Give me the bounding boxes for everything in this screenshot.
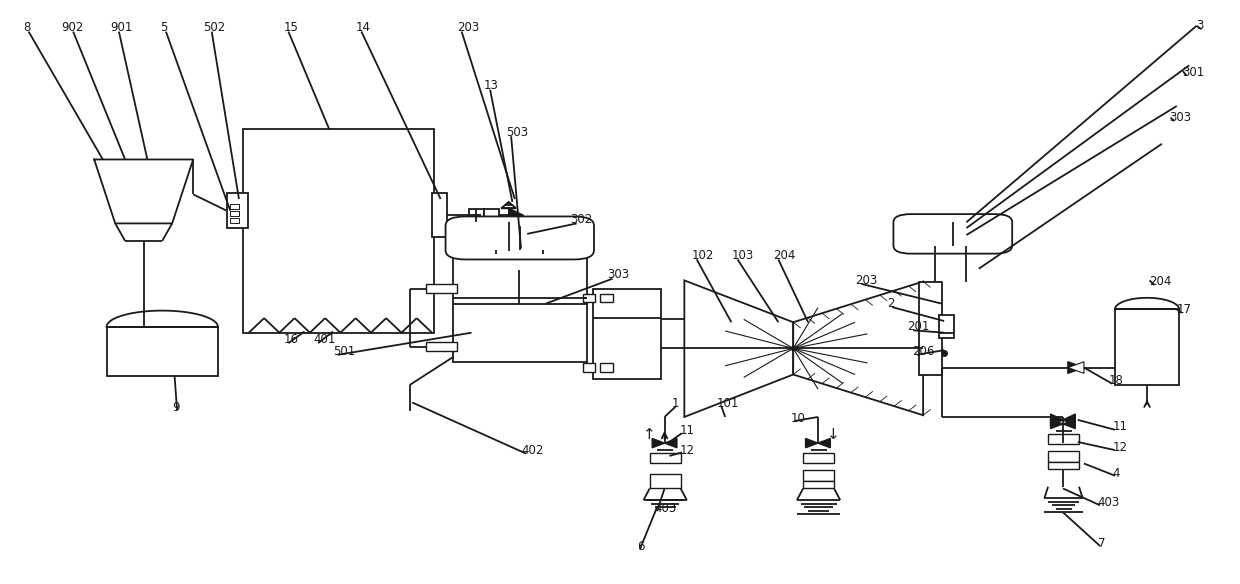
Bar	[231, 211, 239, 217]
Text: 303: 303	[608, 268, 630, 281]
Text: 11: 11	[1112, 420, 1127, 433]
Text: 6: 6	[637, 540, 645, 553]
Bar	[583, 294, 595, 303]
Bar	[425, 342, 456, 352]
Bar	[453, 254, 587, 361]
Text: 403: 403	[655, 502, 677, 515]
Text: 12: 12	[1112, 442, 1127, 454]
Polygon shape	[794, 281, 923, 415]
Bar	[469, 209, 484, 222]
FancyBboxPatch shape	[894, 214, 1012, 253]
Text: 2: 2	[888, 297, 895, 310]
Bar	[600, 294, 613, 303]
Bar	[484, 209, 498, 222]
Text: 14: 14	[355, 21, 371, 34]
Polygon shape	[501, 202, 516, 208]
Bar	[939, 315, 954, 339]
Polygon shape	[1063, 414, 1075, 426]
Bar	[593, 289, 661, 379]
Polygon shape	[479, 255, 487, 265]
Text: 301: 301	[1182, 66, 1204, 79]
Text: 16: 16	[284, 333, 299, 346]
Text: 102: 102	[692, 249, 714, 262]
Text: 7: 7	[1097, 537, 1105, 550]
Bar	[425, 284, 456, 293]
Polygon shape	[806, 439, 818, 448]
Polygon shape	[652, 439, 665, 448]
Polygon shape	[665, 439, 677, 448]
Text: 201: 201	[906, 321, 930, 333]
Polygon shape	[684, 280, 794, 417]
Text: 902: 902	[61, 21, 83, 34]
FancyBboxPatch shape	[445, 217, 594, 259]
Text: 204: 204	[1149, 275, 1172, 288]
Text: 502: 502	[203, 21, 226, 34]
Text: 503: 503	[506, 126, 528, 138]
Bar	[1048, 462, 1079, 470]
Text: 302: 302	[570, 213, 593, 226]
Text: 18: 18	[1109, 374, 1123, 387]
Text: 203: 203	[856, 274, 878, 287]
Bar	[804, 453, 835, 464]
Text: ↓: ↓	[826, 427, 839, 442]
Polygon shape	[818, 439, 831, 448]
Bar	[804, 481, 835, 488]
Bar	[650, 474, 681, 488]
Bar	[231, 204, 239, 210]
Bar	[650, 453, 681, 464]
Polygon shape	[1050, 420, 1063, 429]
Text: 3: 3	[1197, 19, 1204, 32]
Bar	[583, 363, 595, 372]
Text: 5: 5	[160, 21, 167, 34]
Bar	[243, 129, 434, 333]
Text: 101: 101	[717, 397, 739, 410]
Polygon shape	[1068, 361, 1084, 373]
Polygon shape	[1063, 420, 1075, 429]
Text: 10: 10	[791, 412, 806, 425]
Text: 9: 9	[172, 401, 180, 413]
Polygon shape	[1050, 414, 1063, 426]
Text: 13: 13	[484, 79, 498, 92]
Bar	[107, 327, 218, 376]
Polygon shape	[508, 208, 523, 223]
Bar	[804, 471, 835, 481]
Text: 17: 17	[1177, 303, 1192, 316]
Text: 204: 204	[774, 249, 796, 262]
Bar	[919, 281, 941, 374]
Polygon shape	[1068, 361, 1084, 373]
Bar	[1115, 310, 1179, 385]
Text: 15: 15	[284, 21, 299, 34]
Text: 403: 403	[1097, 496, 1120, 509]
Text: 401: 401	[314, 333, 336, 346]
Text: ↑: ↑	[644, 427, 656, 442]
Text: 206: 206	[911, 345, 935, 358]
Bar	[487, 249, 549, 270]
Text: 501: 501	[334, 345, 355, 358]
Text: 8: 8	[24, 21, 31, 34]
Text: 203: 203	[456, 21, 479, 34]
Bar	[227, 193, 248, 228]
Text: 11: 11	[680, 424, 694, 437]
Text: 4: 4	[1112, 467, 1120, 480]
Bar	[231, 218, 239, 224]
Text: 303: 303	[1169, 111, 1192, 124]
Text: 103: 103	[732, 249, 754, 262]
Bar	[600, 363, 613, 372]
Text: 901: 901	[110, 21, 133, 34]
Bar	[1048, 434, 1079, 444]
Text: 402: 402	[521, 444, 543, 457]
Bar	[1048, 451, 1079, 462]
Text: 1: 1	[672, 397, 680, 410]
Bar	[432, 193, 446, 237]
Text: 12: 12	[680, 444, 694, 457]
Polygon shape	[549, 255, 558, 265]
